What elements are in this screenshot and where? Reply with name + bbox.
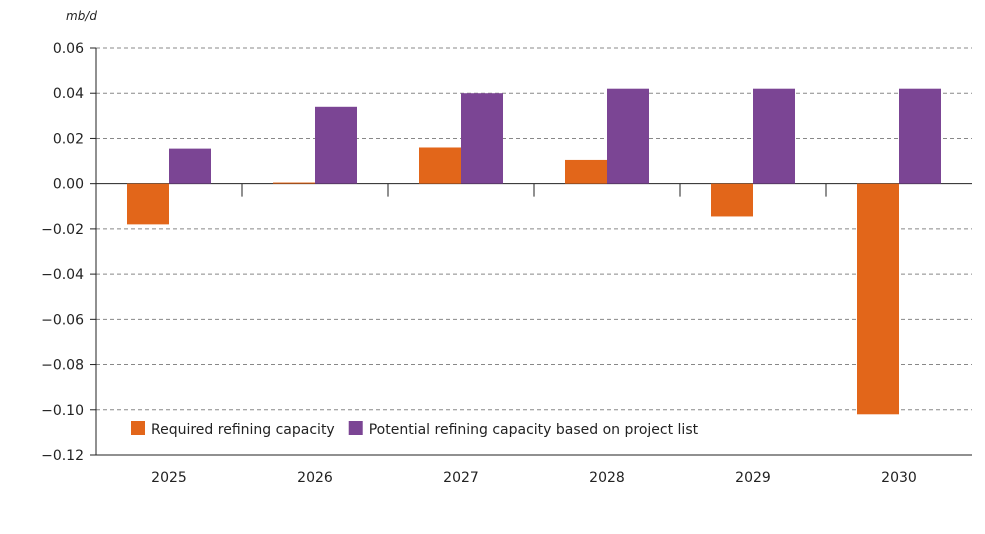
bar-potential-2027 [461, 93, 503, 184]
legend-label: Required refining capacity [151, 422, 335, 438]
x-tick-label: 2025 [151, 470, 187, 486]
y-tick-label: −0.12 [41, 448, 84, 464]
x-tick-label: 2026 [297, 470, 333, 486]
x-tick-label: 2030 [881, 470, 917, 486]
bar-required-2030 [857, 183, 899, 415]
bar-potential-2029 [753, 88, 795, 184]
legend: Required refining capacity Potential refi… [131, 421, 699, 438]
bar-required-2027 [419, 147, 461, 184]
y-tick-labels: 0.06 0.04 0.02 0.00 −0.02 −0.04 −0.06 −0.08 −0.1… [41, 41, 84, 464]
y-tick-label: 0.04 [53, 86, 84, 102]
x-tick-labels: 2025 2026 2027 2028 2029 2030 [151, 470, 917, 486]
y-tick-label: −0.06 [41, 312, 84, 328]
x-tick-label: 2028 [589, 470, 625, 486]
x-tick-label: 2027 [443, 470, 479, 486]
gridlines [96, 47, 972, 411]
bar-required-2026 [273, 182, 315, 184]
bar-potential-2025 [169, 148, 211, 184]
x-tick-label: 2029 [735, 470, 771, 486]
y-tick-label: 0.06 [53, 41, 84, 57]
legend-swatch [131, 421, 145, 435]
bar-potential-2026 [315, 106, 357, 184]
bar-required-2028 [565, 159, 607, 184]
legend-swatch [348, 421, 363, 435]
y-tick-label: 0.00 [53, 177, 84, 193]
y-tick-label: −0.10 [41, 403, 84, 419]
bar-potential-2028 [607, 88, 649, 184]
axes [90, 47, 972, 456]
legend-label: Potential refining capacity based on pro… [369, 422, 699, 438]
bar-required-2029 [711, 183, 753, 217]
y-tick-label: −0.08 [41, 358, 84, 374]
bar-required-2025 [127, 183, 169, 225]
bars [127, 88, 941, 415]
y-tick-label: −0.04 [41, 267, 84, 283]
y-tick-label: −0.02 [41, 222, 84, 238]
y-axis-unit-label: mb/d [66, 9, 97, 23]
y-tick-label: 0.02 [53, 131, 84, 147]
bar-potential-2030 [899, 88, 941, 184]
